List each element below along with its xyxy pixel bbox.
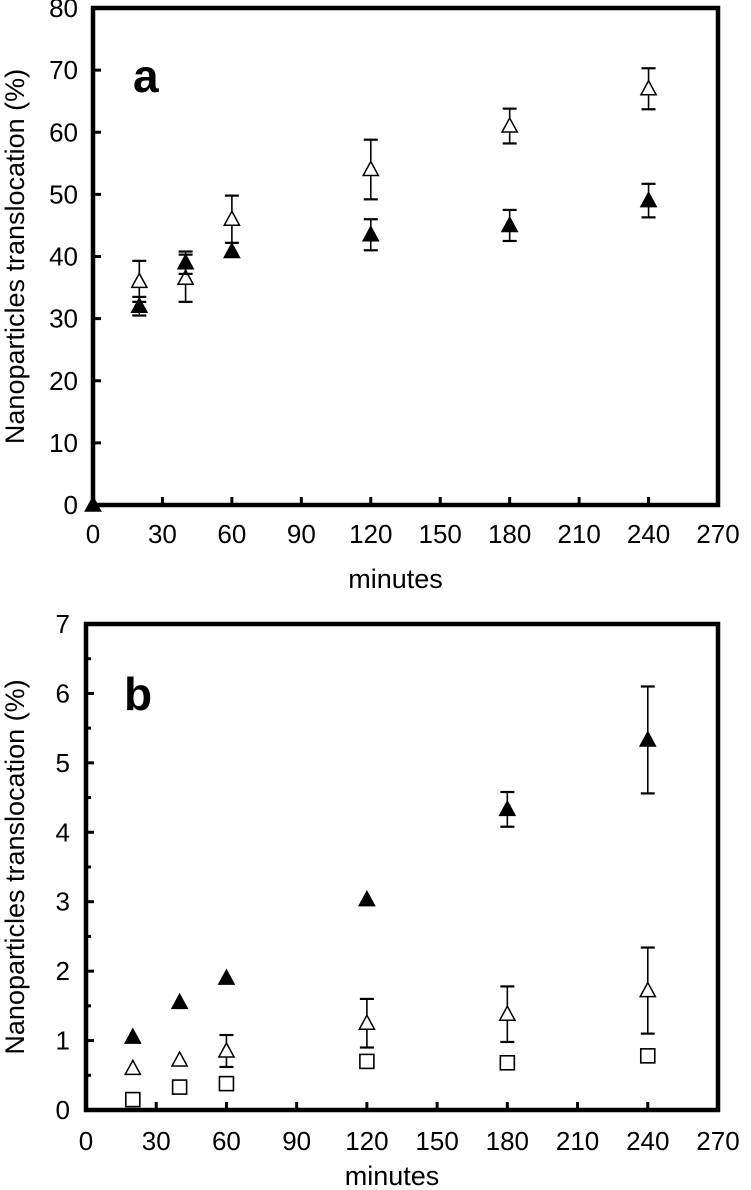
data-point <box>639 1048 656 1064</box>
x-tick-label: 270 <box>696 519 739 549</box>
y-tick-label: 2 <box>56 956 70 986</box>
x-tick-label: 90 <box>287 519 316 549</box>
data-point <box>359 1053 375 1070</box>
x-tick-label: 60 <box>212 1126 241 1156</box>
data-point <box>223 241 241 259</box>
data-point <box>361 159 380 177</box>
x-axis-label: minutes <box>345 1161 440 1190</box>
y-tick-label: 50 <box>49 179 78 209</box>
data-point <box>176 268 195 285</box>
y-tick-label: 1 <box>56 1026 70 1056</box>
data-point <box>170 1050 189 1067</box>
data-point <box>176 253 195 270</box>
x-tick-label: 0 <box>79 1126 93 1156</box>
chart-panel-b: 0 1 2 3 4 5 6 7 0 30 60 90 120 150 180 210 240 270 minutes… <box>0 609 740 1190</box>
y-axis-label: Nanoparticles translocation (%) <box>0 679 30 1054</box>
data-point <box>498 799 517 817</box>
data-point <box>500 215 519 233</box>
data-point <box>358 1013 376 1030</box>
data-point <box>639 191 658 208</box>
data-point <box>218 1075 235 1092</box>
x-tick-label: 150 <box>415 1126 458 1156</box>
y-tick-label: 80 <box>49 0 78 23</box>
series-open-triangle <box>130 67 658 303</box>
y-tick-label: 6 <box>56 678 70 708</box>
x-tick-label: 180 <box>486 1126 529 1156</box>
y-tick-label: 0 <box>56 1095 70 1125</box>
data-point <box>130 296 149 313</box>
data-point <box>84 495 102 512</box>
plot-frame <box>83 621 721 1113</box>
x-tick-label: 30 <box>142 1126 171 1156</box>
y-tick-label: 10 <box>49 428 78 458</box>
y-tick-label: 60 <box>49 117 78 147</box>
y-tick-label: 0 <box>64 490 78 520</box>
data-point <box>638 730 657 747</box>
data-point <box>125 1091 141 1108</box>
data-point <box>171 1079 188 1095</box>
chart-panel-a: 0 10 20 30 40 50 60 70 80 0 30 60 90 120 150 180 210 240 2… <box>0 0 740 594</box>
data-point <box>123 1027 142 1044</box>
data-point <box>217 1041 236 1058</box>
x-tick-label: 120 <box>349 519 392 549</box>
y-tick-label: 3 <box>56 887 70 917</box>
y-tick-label: 70 <box>49 55 78 85</box>
panel-letter: b <box>124 668 152 720</box>
data-point <box>130 271 149 289</box>
data-point <box>499 1054 516 1071</box>
y-tick-label: 30 <box>49 304 78 334</box>
x-tick-label: 60 <box>217 519 246 549</box>
x-tick-label: 90 <box>282 1126 311 1156</box>
y-tick-label: 7 <box>56 609 70 639</box>
data-point <box>361 225 380 242</box>
y-tick-label: 5 <box>56 748 70 778</box>
data-point <box>223 209 241 226</box>
series-filled-triangle <box>123 685 657 1044</box>
data-point <box>498 1004 517 1021</box>
x-tick-label: 240 <box>626 1126 669 1156</box>
data-point <box>639 79 658 96</box>
panel-letter: a <box>133 50 159 102</box>
data-point <box>358 890 376 907</box>
data-point <box>500 116 519 133</box>
y-tick-label: 40 <box>49 242 78 272</box>
data-point <box>638 981 657 998</box>
x-tick-label: 0 <box>86 519 100 549</box>
y-tick-label: 4 <box>56 817 70 847</box>
series-filled-triangle <box>84 182 658 512</box>
x-tick-label: 210 <box>556 1126 599 1156</box>
y-axis-label: Nanoparticles translocation (%) <box>0 69 30 444</box>
data-point <box>170 992 189 1010</box>
x-tick-label: 180 <box>488 519 531 549</box>
series-open-triangle <box>123 946 657 1076</box>
x-tick-label: 270 <box>696 1126 739 1156</box>
series-open-square <box>125 1048 656 1108</box>
y-tick-label: 20 <box>49 366 78 396</box>
x-axis-label: minutes <box>348 564 443 594</box>
x-tick-label: 150 <box>419 519 462 549</box>
x-tick-label: 240 <box>627 519 670 549</box>
data-point <box>123 1058 142 1076</box>
x-tick-label: 120 <box>345 1126 388 1156</box>
data-point <box>217 968 236 985</box>
x-tick-label: 30 <box>148 519 177 549</box>
x-tick-label: 210 <box>557 519 600 549</box>
